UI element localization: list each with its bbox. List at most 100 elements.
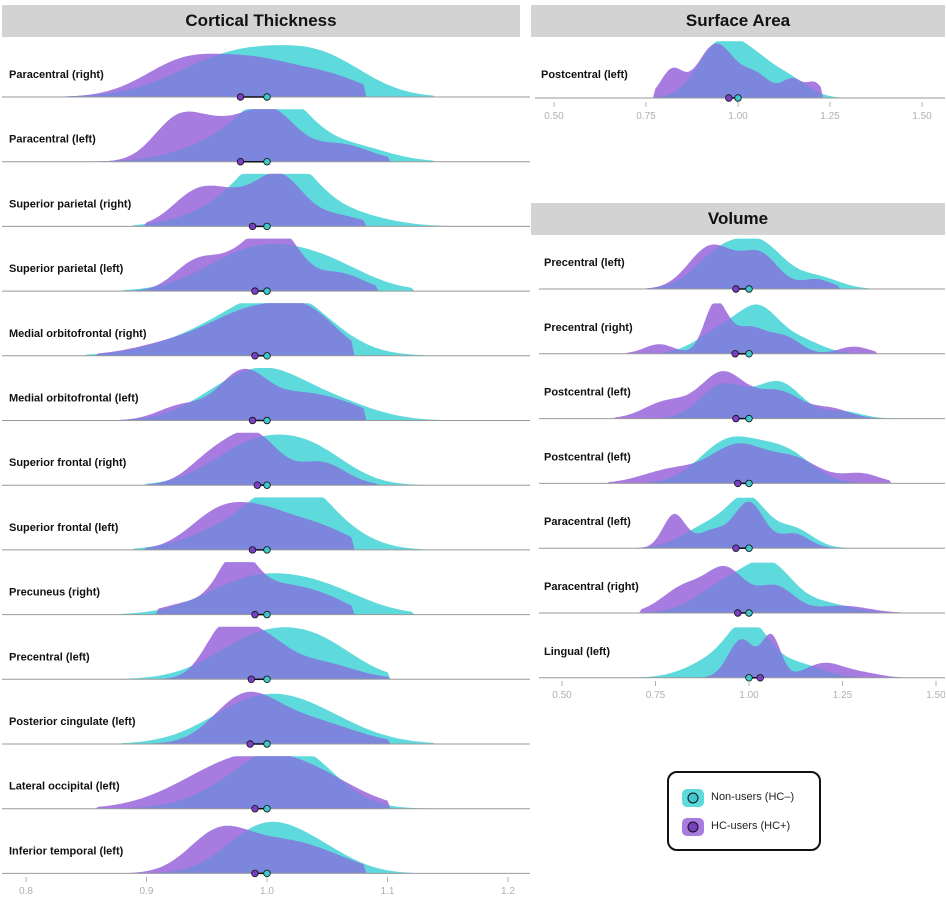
mean-dot-hc-minus (263, 869, 271, 878)
x-tick-label: 0.50 (544, 111, 564, 122)
x-tick-label: 0.8 (19, 886, 33, 897)
density-overlap (26, 830, 508, 874)
x-tick-label: 0.75 (646, 690, 666, 701)
x-tick-label: 1.00 (728, 111, 748, 122)
legend-label-nonusers: Non-users (HC–) (711, 791, 795, 803)
mean-dot-hc-minus (745, 285, 753, 293)
ct-row-9: Precentral (left) (2, 626, 530, 683)
row-label: Lingual (left) (544, 646, 610, 658)
density-overlap (562, 637, 936, 678)
mean-dot-hc-minus (745, 479, 753, 488)
row-label: Precentral (right) (544, 322, 633, 334)
x-tick-label: 1.00 (739, 690, 759, 701)
mean-dot-hc-minus (263, 157, 271, 166)
row-label: Postcentral (left) (544, 387, 631, 399)
density-overlap (562, 443, 936, 484)
mean-dot-hc-minus (745, 544, 753, 552)
row-label: Superior frontal (left) (9, 522, 119, 534)
mean-dot-hc-plus (732, 544, 740, 552)
x-tick-label: 0.50 (552, 690, 572, 701)
density-overlap (26, 436, 508, 486)
row-label: Precentral (left) (544, 257, 625, 269)
mean-dot-hc-plus (251, 610, 259, 619)
legend: Non-users (HC–) HC-users (HC+) (667, 771, 821, 851)
surface-area-chart: Postcentral (left) 0.50 0.75 1.00 1.25 1.50 (535, 41, 945, 122)
x-tick-label: 1.1 (381, 886, 395, 897)
x-tick-label: 1.50 (926, 690, 945, 701)
row-label: Precuneus (right) (9, 587, 100, 599)
row-label: Medial orbitofrontal (left) (9, 393, 139, 405)
mean-dot-hc-minus (263, 222, 271, 231)
mean-dot-hc-plus (246, 740, 254, 748)
mean-dot-hc-minus (263, 481, 271, 489)
vol-row-5: Paracentral (right) (539, 562, 945, 617)
mean-dot-hc-minus (745, 674, 753, 682)
row-label: Paracentral (right) (9, 69, 104, 81)
row-label: Inferior temporal (left) (9, 845, 124, 857)
mean-dot-hc-minus (263, 610, 271, 619)
row-label: Paracentral (right) (544, 581, 639, 593)
ct-row-0: Paracentral (right) (2, 45, 530, 101)
density-overlap (26, 756, 508, 809)
x-tick-label: 1.25 (820, 111, 840, 122)
ct-row-3: Superior parietal (left) (2, 238, 530, 295)
density-overlap (562, 383, 936, 419)
density-overlap (26, 173, 508, 227)
mean-dot-hc-plus (756, 674, 764, 682)
sa-row-0: Postcentral (left) (535, 41, 945, 102)
x-tick-label: 1.25 (833, 690, 853, 701)
x-tick-label: 0.9 (140, 886, 154, 897)
ct-row-8: Precuneus (right) (2, 562, 530, 619)
ct-row-11: Lateral occipital (left) (2, 756, 530, 813)
mean-dot-hc-plus (248, 222, 257, 231)
vol-row-4: Paracentral (left) (539, 497, 945, 552)
mean-dot-hc-minus (263, 93, 271, 101)
ct-row-6: Superior frontal (right) (2, 432, 530, 489)
legend-label-users: HC-users (HC+) (711, 820, 791, 832)
row-label: Paracentral (left) (9, 134, 96, 146)
density-overlap (562, 571, 936, 613)
mean-dot-hc-minus (734, 94, 742, 102)
mean-dot-hc-plus (734, 479, 742, 488)
mean-dot-hc-minus (263, 416, 271, 425)
ct-row-12: Inferior temporal (left) (2, 821, 530, 878)
sa-x-axis: 0.50 0.75 1.00 1.25 1.50 (544, 102, 932, 122)
mean-dot-hc-plus (253, 481, 262, 489)
mean-dot-hc-plus (236, 157, 245, 166)
mean-dot-hc-plus (731, 350, 739, 358)
row-label: Medial orbitofrontal (right) (9, 328, 147, 340)
x-tick-label: 1.0 (260, 886, 274, 897)
panel-title-volume: Volume (531, 203, 945, 235)
panel-title-surface-area: Surface Area (531, 5, 945, 37)
ct-row-1: Paracentral (left) (2, 109, 530, 166)
mean-dot-hc-plus (251, 805, 259, 813)
vol-row-6: Lingual (left) (539, 627, 945, 682)
density-overlap (26, 244, 508, 292)
x-tick-label: 0.75 (636, 111, 656, 122)
mean-dot-hc-minus (263, 805, 271, 813)
mean-dot-hc-plus (248, 546, 257, 554)
mean-dot-hc-minus (745, 609, 753, 617)
row-label: Posterior cingulate (left) (9, 716, 136, 728)
density-overlap (26, 369, 508, 421)
mean-dot-hc-plus (732, 285, 740, 293)
ct-row-2: Superior parietal (right) (2, 173, 530, 231)
density-overlap (562, 318, 936, 354)
density-overlap (26, 630, 508, 680)
vol-row-3: Postcentral (left) (539, 436, 945, 488)
mean-dot-hc-plus (251, 869, 259, 878)
row-label: Paracentral (left) (544, 516, 631, 528)
ct-x-axis: 0.8 0.9 1.0 1.1 1.2 (19, 877, 515, 897)
x-tick-label: 1.50 (912, 111, 932, 122)
density-overlap (562, 245, 936, 289)
volume-chart: Precentral (left) Precentral (right) Postc… (539, 238, 945, 701)
mean-dot-hc-minus (745, 350, 753, 358)
mean-dot-hc-minus (745, 414, 753, 423)
vol-x-axis: 0.50 0.75 1.00 1.25 1.50 (552, 681, 945, 701)
mean-dot-hc-plus (248, 416, 257, 425)
mean-dot-hc-plus (236, 93, 245, 101)
mean-dot-hc-plus (725, 94, 733, 102)
ct-row-7: Superior frontal (left) (2, 497, 530, 554)
mean-dot-hc-plus (247, 675, 256, 683)
row-label: Postcentral (left) (544, 451, 631, 463)
